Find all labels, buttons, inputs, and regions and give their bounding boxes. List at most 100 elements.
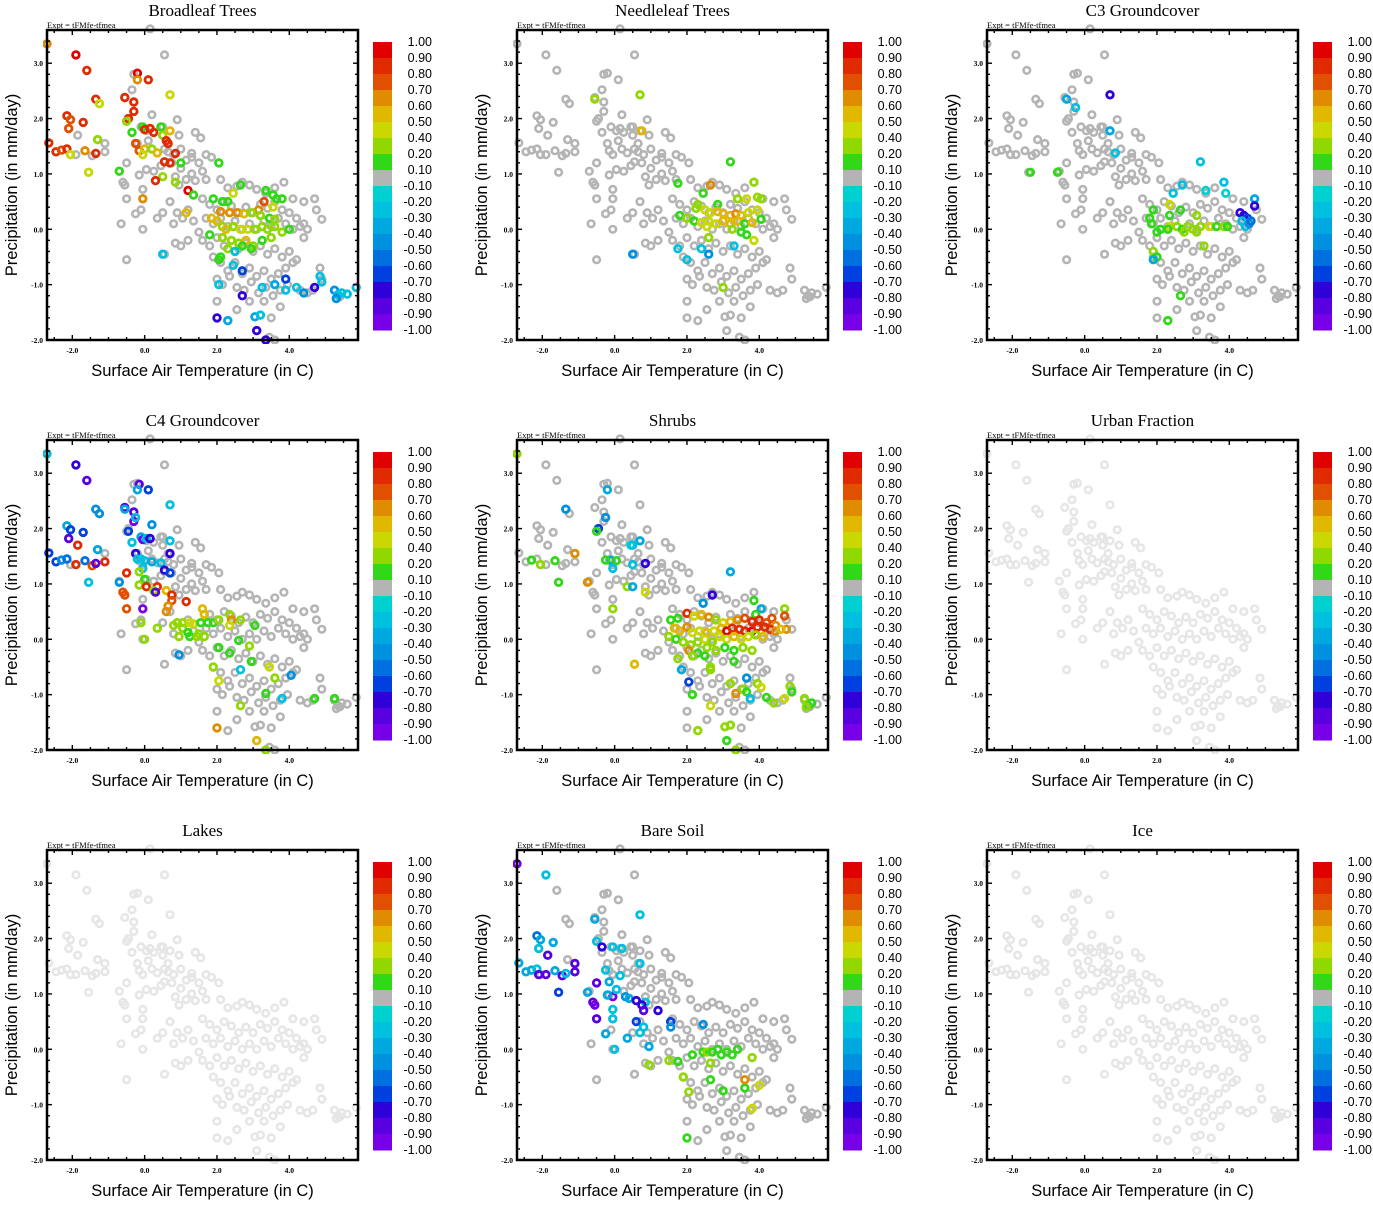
background-point [660, 127, 670, 137]
background-point [1130, 996, 1140, 1006]
background-point [1109, 970, 1119, 980]
colorbar-label: -0.30 [404, 1031, 433, 1045]
background-point [725, 1130, 736, 1140]
experiment-label: Expt = tFMfe-tfmea [517, 20, 586, 30]
background-point [1092, 213, 1102, 223]
background-point [1072, 548, 1082, 559]
background-point [237, 1044, 247, 1054]
correlation-point [165, 536, 175, 546]
correlation-point [223, 196, 233, 207]
background-point [1201, 282, 1211, 293]
colorbar-label: -1.00 [1344, 733, 1373, 747]
background-point [1092, 148, 1102, 158]
colorbar-swatch [373, 564, 392, 581]
x-tick-label: 2.0 [1152, 1166, 1162, 1175]
background-point [1061, 255, 1072, 265]
colorbar-swatch [1313, 910, 1332, 927]
correlation-point [611, 984, 622, 995]
background-point [1203, 1069, 1213, 1079]
scatter-panel: Urban Fraction Expt = tFMfe-tfmea -2.0 0.0 2… [940, 410, 1373, 810]
background-point [187, 579, 197, 589]
background-point [729, 266, 739, 276]
background-point [1177, 997, 1187, 1007]
background-point [261, 692, 271, 703]
correlation-point [100, 557, 110, 567]
background-point [295, 631, 305, 642]
colorbar-label: 0.50 [408, 115, 432, 129]
background-point [1201, 692, 1211, 703]
background-point [232, 282, 242, 293]
correlation-point [246, 243, 256, 254]
background-point [64, 943, 74, 954]
colorbar-label: -0.70 [404, 685, 433, 699]
y-tick-label: 3.0 [974, 59, 984, 68]
correlation-point [281, 285, 291, 295]
correlation-point [91, 558, 101, 569]
background-point [1257, 274, 1267, 284]
background-point [194, 978, 204, 988]
correlation-point [165, 158, 175, 168]
background-point [1137, 604, 1148, 614]
background-point [181, 174, 191, 185]
background-point [1184, 590, 1195, 600]
background-point [197, 194, 208, 204]
correlation-point [711, 219, 721, 229]
background-point [317, 624, 327, 634]
correlation-point [693, 725, 703, 736]
colorbar-swatch [1313, 234, 1332, 251]
correlation-point [631, 1016, 641, 1027]
background-point [642, 935, 652, 945]
background-point [1148, 1039, 1158, 1049]
background-point [667, 194, 678, 204]
correlation-point [635, 536, 645, 546]
colorbar-swatch [843, 1118, 862, 1135]
background-point [597, 905, 607, 915]
panel-title: C4 Groundcover [146, 411, 260, 430]
background-point [740, 1003, 750, 1013]
colorbar-swatch [1313, 692, 1332, 709]
background-point [244, 1083, 255, 1093]
background-point [599, 97, 609, 107]
background-point [1250, 604, 1260, 614]
y-tick-label: 0.0 [504, 1045, 514, 1054]
background-point [284, 1066, 294, 1076]
background-point [1112, 115, 1122, 125]
background-point [622, 623, 632, 633]
correlation-point [262, 224, 273, 234]
correlation-point [591, 936, 602, 946]
background-point [743, 269, 754, 279]
background-point [197, 235, 208, 245]
background-point [747, 1072, 757, 1082]
background-point [1152, 684, 1162, 694]
colorbar-label: -0.80 [874, 1111, 903, 1125]
background-point [196, 953, 206, 963]
correlation-point [705, 665, 716, 675]
correlation-point [65, 149, 76, 160]
correlation-point [188, 190, 199, 200]
background-point [1034, 508, 1044, 519]
colorbar-swatch [843, 692, 862, 709]
correlation-point [553, 577, 564, 587]
background-point [263, 1023, 273, 1033]
colorbar-label: -0.30 [874, 1031, 903, 1045]
background-point [758, 257, 768, 268]
colorbar-swatch [843, 250, 862, 267]
colorbar-swatch [1313, 484, 1332, 501]
background-point [244, 590, 255, 600]
correlation-point [741, 673, 752, 683]
colorbar-swatch [843, 1086, 862, 1103]
background-point [1020, 966, 1030, 976]
background-point [159, 870, 170, 880]
background-point [1005, 935, 1016, 945]
correlation-point [671, 634, 681, 644]
background-point [1192, 681, 1202, 691]
background-point [217, 280, 227, 290]
background-point [1089, 947, 1099, 957]
x-tick-label: 0.0 [1080, 1166, 1090, 1175]
background-point [1072, 68, 1082, 78]
background-point [259, 626, 269, 636]
correlation-point [1179, 227, 1189, 237]
background-point [1172, 692, 1182, 703]
background-point [187, 152, 197, 162]
correlation-point [732, 194, 743, 204]
